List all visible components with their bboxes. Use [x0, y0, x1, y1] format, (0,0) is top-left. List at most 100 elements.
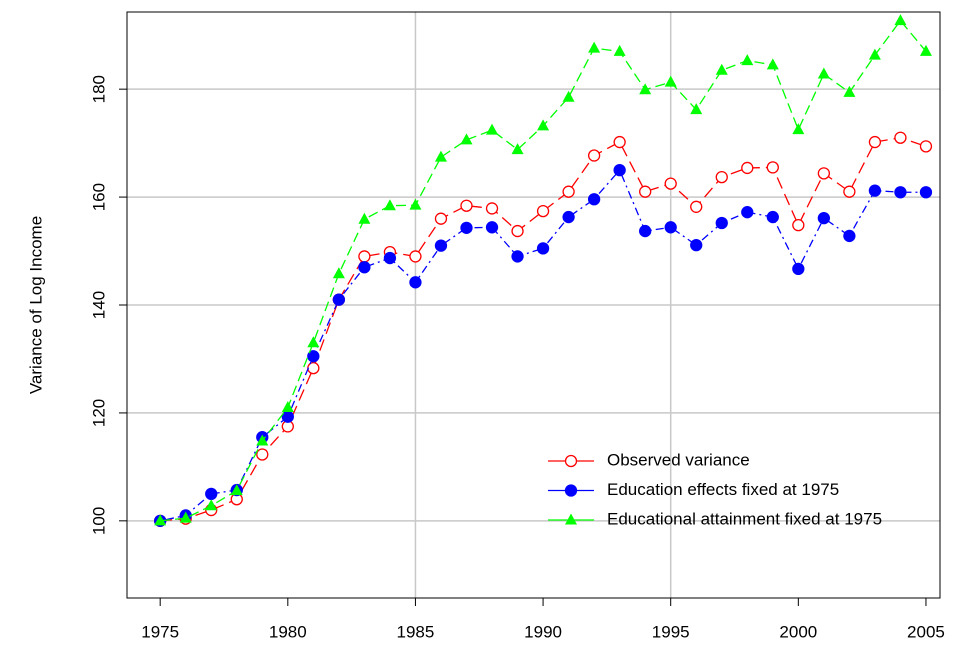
y-tick-label: 160 — [89, 183, 108, 211]
point — [919, 186, 933, 199]
point — [358, 250, 371, 263]
legend-label: Observed variance — [607, 450, 750, 469]
point — [613, 135, 626, 149]
point — [792, 123, 805, 135]
point — [460, 133, 473, 145]
point — [230, 484, 243, 496]
point — [741, 206, 754, 219]
point — [460, 221, 473, 234]
x-tick-label: 1980 — [269, 622, 307, 641]
point — [358, 212, 371, 224]
point — [715, 63, 728, 75]
point — [639, 83, 652, 95]
point — [434, 239, 448, 252]
point — [179, 511, 192, 523]
point — [307, 350, 320, 363]
point — [588, 41, 601, 53]
point — [639, 224, 652, 238]
y-tick-label: 140 — [89, 291, 108, 319]
point — [511, 224, 524, 238]
point — [332, 267, 345, 279]
point — [358, 261, 371, 274]
legend: Observed variance Education effects fixed… — [548, 450, 882, 528]
point — [536, 204, 550, 218]
point — [843, 185, 856, 198]
series-line — [160, 137, 927, 522]
point — [562, 210, 575, 224]
point — [664, 75, 677, 87]
point — [868, 184, 882, 197]
legend-marker — [564, 454, 578, 468]
point — [511, 250, 524, 263]
series-line — [160, 168, 926, 522]
point — [613, 44, 626, 56]
point — [792, 262, 805, 275]
point — [868, 48, 881, 60]
point — [562, 90, 575, 102]
point — [383, 251, 397, 265]
point — [281, 410, 294, 423]
point — [766, 210, 779, 224]
y-tick-label: 180 — [89, 75, 108, 103]
point — [205, 499, 218, 511]
point — [766, 58, 779, 70]
point — [766, 161, 779, 174]
point — [690, 200, 703, 213]
series — [154, 131, 933, 527]
point — [587, 149, 601, 162]
point — [434, 150, 447, 162]
legend-marker — [564, 484, 578, 497]
point — [256, 448, 269, 461]
x-tick-label: 1975 — [141, 622, 179, 641]
x-tick-label: 1990 — [524, 622, 562, 641]
point — [511, 143, 524, 155]
point — [817, 67, 830, 79]
point — [486, 123, 499, 135]
point — [307, 336, 320, 348]
point — [919, 44, 932, 56]
x-tick-label: 2000 — [779, 622, 817, 641]
point — [409, 198, 422, 210]
point — [587, 193, 601, 206]
point — [741, 161, 754, 175]
point — [715, 170, 728, 184]
legend-label: Educational attainment fixed at 1975 — [607, 509, 882, 528]
y-tick-label: 100 — [89, 507, 108, 535]
point — [817, 211, 831, 225]
point — [205, 487, 218, 501]
point — [792, 218, 805, 232]
point — [562, 185, 575, 198]
point — [154, 514, 167, 526]
legend-marker — [565, 513, 577, 525]
point — [894, 131, 907, 144]
x-tick-label: 1985 — [397, 622, 435, 641]
x-tick-label: 1995 — [652, 622, 690, 641]
series — [154, 163, 933, 527]
point — [868, 135, 882, 149]
point — [409, 250, 422, 263]
point — [843, 229, 856, 243]
legend-label: Education effects fixed at 1975 — [607, 480, 839, 499]
point — [741, 54, 754, 66]
x-tick-label: 2005 — [907, 622, 945, 641]
point — [460, 199, 473, 212]
series — [154, 14, 932, 526]
point — [307, 361, 320, 375]
point — [383, 199, 396, 211]
point — [690, 103, 703, 115]
point — [690, 238, 703, 252]
point — [639, 185, 652, 198]
point — [664, 177, 677, 190]
point — [332, 293, 346, 306]
point — [664, 221, 677, 234]
point — [613, 163, 626, 177]
point — [919, 140, 933, 153]
point — [485, 221, 499, 234]
point — [894, 186, 907, 199]
point — [715, 216, 728, 230]
point — [256, 434, 269, 446]
point — [843, 85, 856, 97]
point — [536, 242, 550, 255]
point — [434, 212, 448, 225]
